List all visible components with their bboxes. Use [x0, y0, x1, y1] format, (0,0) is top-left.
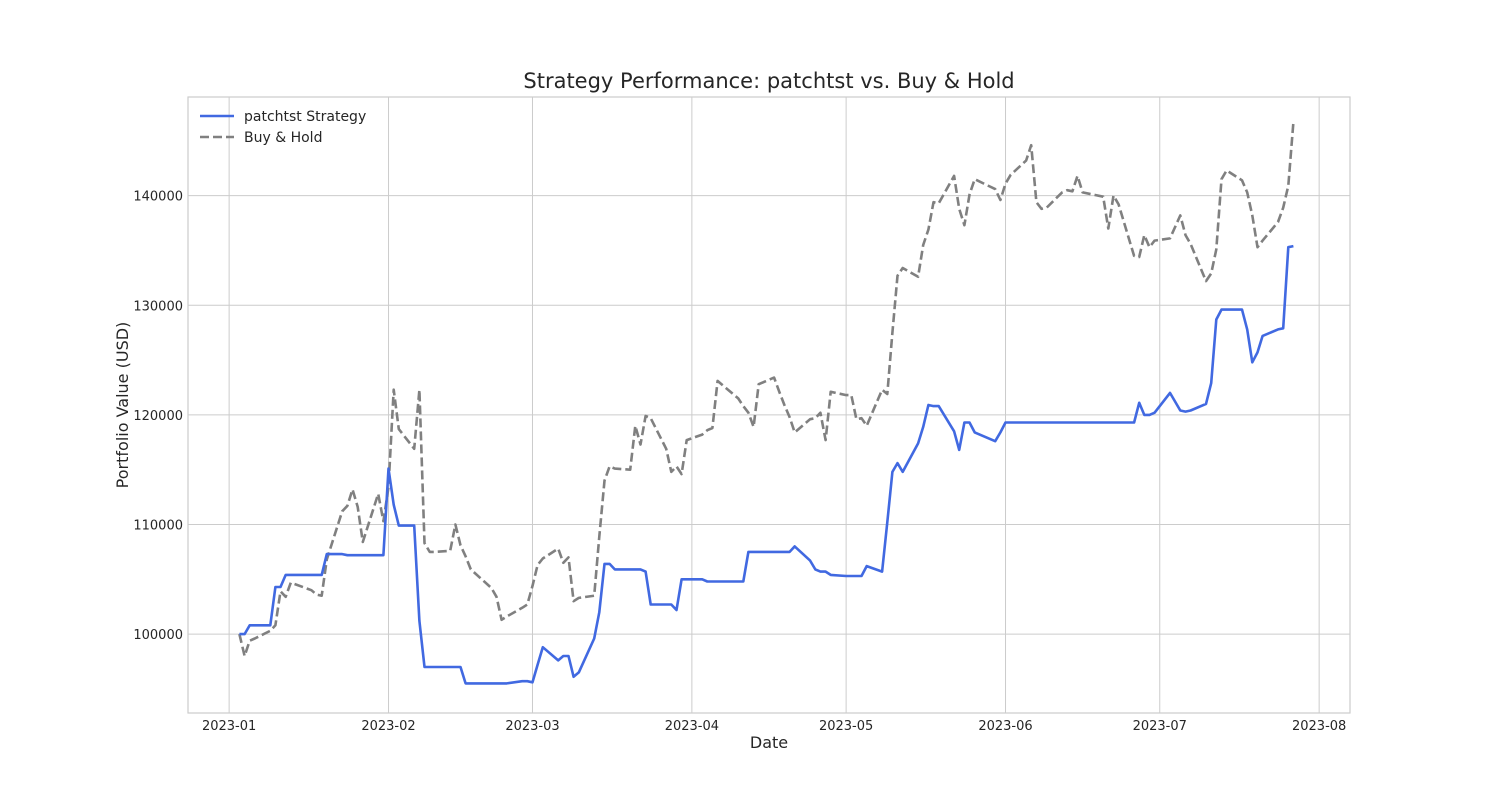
x-tick-label: 2023-08 [1292, 719, 1346, 734]
x-tick-label: 2023-03 [505, 719, 559, 734]
y-tick-label: 140000 [133, 190, 183, 205]
y-axis-label: Portfolio Value (USD) [113, 322, 132, 489]
chart-title: Strategy Performance: patchtst vs. Buy &… [523, 69, 1014, 93]
x-tick-label: 2023-04 [665, 719, 719, 734]
legend: patchtst Strategy Buy & Hold [200, 109, 366, 146]
y-tick-label: 100000 [133, 628, 183, 643]
x-tick-label: 2023-01 [202, 719, 256, 734]
y-tick-label: 130000 [133, 299, 183, 314]
y-tick-label: 120000 [133, 409, 183, 424]
x-tick-label: 2023-06 [978, 719, 1032, 734]
series-layer [238, 122, 1295, 685]
x-tick-label: 2023-02 [361, 719, 415, 734]
x-tick-label: 2023-07 [1133, 719, 1187, 734]
grid [188, 97, 1350, 713]
series-line-buy-hold [238, 122, 1295, 658]
plot-frame [187, 96, 1351, 714]
legend-label-buy-hold: Buy & Hold [244, 130, 322, 146]
legend-label-strategy: patchtst Strategy [244, 109, 366, 125]
series-line-strategy [239, 244, 1294, 685]
tick-labels: 2023-01 2023-02 2023-03 2023-04 2023-05 2023-… [133, 190, 1346, 734]
y-tick-label: 110000 [133, 518, 183, 533]
x-axis-label: Date [750, 733, 788, 752]
x-tick-label: 2023-05 [819, 719, 873, 734]
